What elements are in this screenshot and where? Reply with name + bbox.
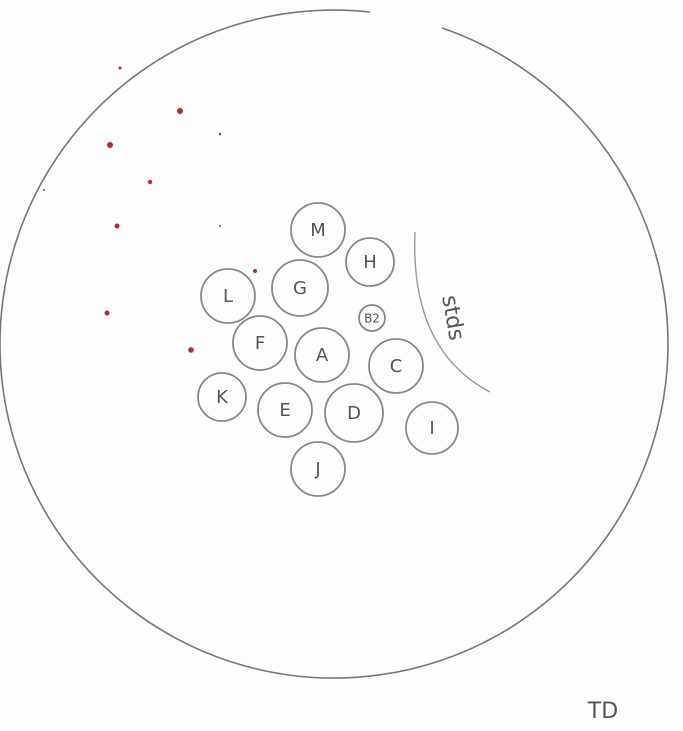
page: stds MHGB2LFACKEDIJ TD xyxy=(0,0,683,731)
colony-label: G xyxy=(293,278,307,299)
colony-label: M xyxy=(310,220,326,241)
colony-label: I xyxy=(429,418,434,439)
signature: TD xyxy=(587,699,618,724)
colony-label: K xyxy=(216,387,229,408)
colony-label: F xyxy=(255,333,265,354)
paper xyxy=(0,0,683,731)
colony-label: C xyxy=(390,356,403,377)
colony-label: L xyxy=(223,286,233,307)
colony-label: D xyxy=(347,403,361,424)
colony-label: J xyxy=(314,459,320,480)
colony-label: E xyxy=(279,400,290,421)
colony-label: B2 xyxy=(364,312,380,326)
colony-label: A xyxy=(316,345,329,366)
colony-label: H xyxy=(363,252,377,273)
